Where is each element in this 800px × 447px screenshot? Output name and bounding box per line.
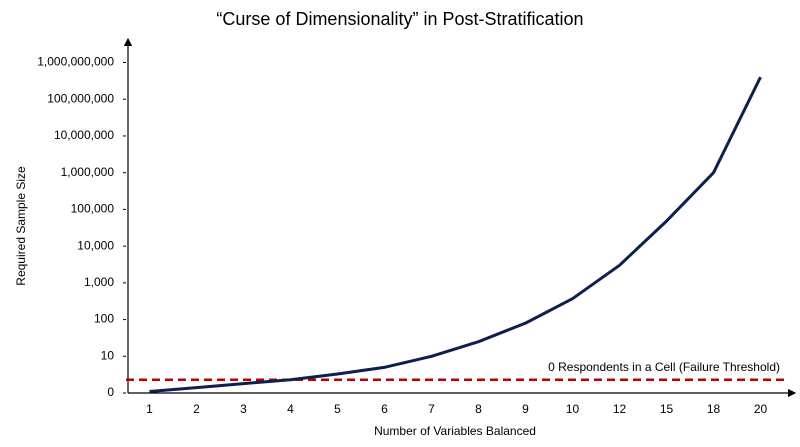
y-tick-label: 1,000 [84, 275, 114, 289]
y-tick-label: 10,000 [77, 238, 114, 252]
x-tick-label: 18 [707, 402, 721, 416]
y-tick-label: 1,000,000 [61, 165, 115, 179]
x-tick-label: 15 [660, 402, 674, 416]
x-tick-label: 8 [475, 402, 482, 416]
y-axis-label: Required Sample Size [14, 166, 28, 286]
y-tick-label: 10 [101, 348, 115, 362]
y-tick-label: 100,000 [71, 202, 115, 216]
y-tick-label: 100 [94, 312, 114, 326]
y-tick-label: 0 [107, 385, 114, 399]
x-tick-label: 3 [240, 402, 247, 416]
x-tick-label: 1 [146, 402, 153, 416]
x-tick-label: 7 [428, 402, 435, 416]
y-tick-label: 1,000,000,000 [37, 55, 114, 69]
x-tick-label: 2 [193, 402, 200, 416]
x-tick-label: 12 [613, 402, 627, 416]
chart-title: “Curse of Dimensionality” in Post-Strati… [216, 9, 583, 29]
x-tick-label: 5 [334, 402, 341, 416]
x-tick-label: 9 [522, 402, 529, 416]
x-tick-label: 6 [381, 402, 388, 416]
threshold-label: 0 Respondents in a Cell (Failure Thresho… [548, 360, 780, 374]
x-tick-label: 10 [566, 402, 580, 416]
y-tick-label: 100,000,000 [47, 91, 114, 105]
y-tick-label: 10,000,000 [54, 128, 114, 142]
data-line [149, 76, 762, 393]
x-tick-label: 4 [287, 402, 294, 416]
x-tick-label: 20 [754, 402, 768, 416]
x-axis-label: Number of Variables Balanced [374, 424, 536, 438]
